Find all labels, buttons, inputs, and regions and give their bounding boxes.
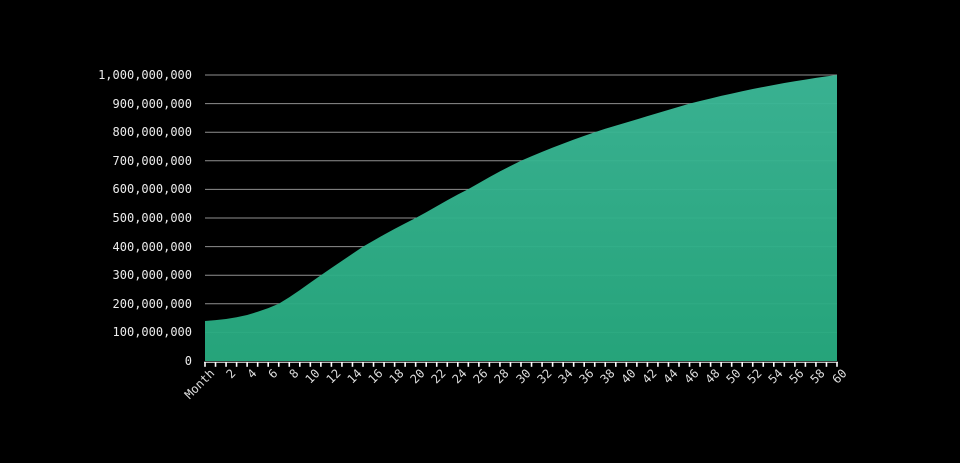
y-tick-label: 900,000,000 xyxy=(112,96,192,111)
y-tick-label: 0 xyxy=(184,354,192,368)
y-tick-label: 200,000,000 xyxy=(112,296,192,311)
area-series xyxy=(205,75,837,361)
y-tick-label: 1,000,000,000 xyxy=(98,68,192,82)
y-tick-label: 400,000,000 xyxy=(112,239,192,254)
y-tick-label: 500,000,000 xyxy=(112,211,192,225)
y-tick-label: 300,000,000 xyxy=(112,268,192,283)
y-tick-label: 100,000,000 xyxy=(112,325,192,340)
y-tick-label: 700,000,000 xyxy=(112,153,192,168)
y-tick-label: 600,000,000 xyxy=(112,182,192,197)
x-axis-ticks xyxy=(204,362,838,367)
y-tick-label: 800,000,000 xyxy=(112,125,192,140)
